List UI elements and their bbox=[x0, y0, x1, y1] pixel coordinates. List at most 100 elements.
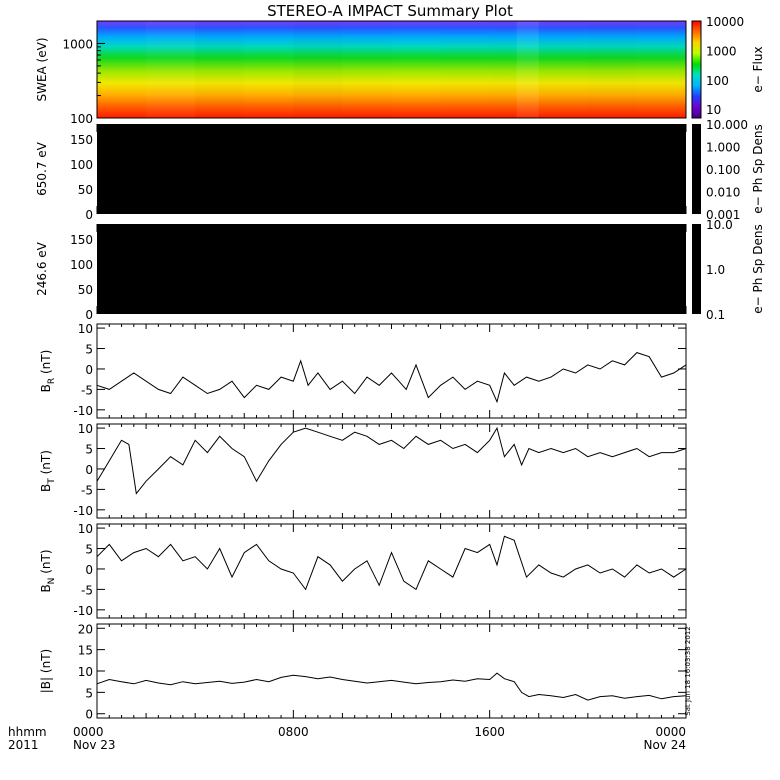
x-tick-label: 1600 bbox=[474, 725, 505, 739]
pad-ytick-label: 100 bbox=[70, 258, 93, 272]
pad-colorbar-tick: 0.1 bbox=[706, 308, 725, 322]
ylabel-sub: T bbox=[47, 478, 57, 485]
pad-colorbar-tick: 0.100 bbox=[706, 163, 740, 177]
plot-title: STEREO-A IMPACT Summary Plot bbox=[267, 2, 513, 20]
y-tick-label: -5 bbox=[81, 383, 93, 397]
y-tick-label: 10 bbox=[78, 522, 93, 536]
line-frame bbox=[96, 623, 687, 719]
line-frame bbox=[96, 323, 687, 419]
y-tick-label: 10 bbox=[78, 665, 93, 679]
y-tick-label: 0 bbox=[85, 463, 93, 477]
ylabel-main: |B| bbox=[39, 677, 53, 693]
pad-panel-1: 0 50 100 150 650.7 eV 0.001 0.010 0.100 1.000 10.… bbox=[35, 118, 765, 222]
x-tick-label: 0000 bbox=[73, 725, 104, 739]
y-tick-label: -10 bbox=[73, 604, 93, 618]
swea-column bbox=[539, 21, 588, 118]
y-tick-label: 5 bbox=[85, 443, 93, 457]
pad-colorbar-tick: 0.010 bbox=[706, 186, 740, 200]
series-line bbox=[96, 426, 687, 495]
pad-ylabel: 246.6 eV bbox=[35, 241, 49, 296]
y-tick-label: 10 bbox=[78, 322, 93, 336]
series-line bbox=[96, 535, 687, 591]
y-tick-label: 0 bbox=[85, 363, 93, 377]
swea-frame bbox=[96, 20, 687, 119]
x-date-label: Nov 23 bbox=[73, 738, 116, 752]
swea-column bbox=[490, 21, 517, 118]
pad-ytick-label: 50 bbox=[78, 283, 93, 297]
x-tick-label: 0000 bbox=[655, 725, 686, 739]
ylabel-main: B bbox=[39, 484, 53, 492]
swea-column bbox=[195, 21, 244, 118]
y-tick-label: 5 bbox=[85, 686, 93, 700]
ylabel-main: B bbox=[39, 384, 53, 392]
line-ylabel: BT (nT) bbox=[39, 450, 57, 492]
x-axis-row-label: hhmm bbox=[8, 725, 47, 739]
x-date-label: Nov 24 bbox=[643, 738, 686, 752]
flux-colorbar-label: e− Flux bbox=[751, 46, 765, 92]
swea-column bbox=[588, 21, 637, 118]
pad-ytick-label: 150 bbox=[70, 133, 93, 147]
y-tick-label: 0 bbox=[85, 708, 93, 722]
swea-column bbox=[293, 21, 342, 118]
pad-colorbar-tick: 1.0 bbox=[706, 263, 725, 277]
timestamp: Sat Jun 18 16:03:38 2012 bbox=[684, 626, 692, 715]
ylabel-unit: (nT) bbox=[39, 649, 53, 677]
ylabel-unit: (nT) bbox=[39, 450, 53, 478]
line-panel-4: -10 -5 0 5 10 BT (nT) bbox=[39, 422, 687, 519]
y-tick-label: 10 bbox=[78, 422, 93, 436]
y-tick-label: 15 bbox=[78, 644, 93, 658]
line-panel-3: -10 -5 0 5 10 BR (nT) bbox=[39, 322, 687, 419]
line-ylabel: BR (nT) bbox=[39, 350, 57, 393]
y-tick-label: -5 bbox=[81, 583, 93, 597]
swea-spectrogram bbox=[97, 21, 686, 118]
y-tick-label: 5 bbox=[85, 543, 93, 557]
pad-colorbar bbox=[692, 124, 701, 214]
y-tick-label: -10 bbox=[73, 504, 93, 518]
swea-column bbox=[441, 21, 490, 118]
ylabel-unit: (nT) bbox=[39, 350, 53, 378]
flux-colorbar-tick: 1000 bbox=[706, 44, 737, 58]
swea-panel: 100 1000 SWEA (eV) 10 100 1000 10000 e− Flux bbox=[35, 15, 765, 126]
series-line bbox=[96, 352, 687, 404]
pad-colorbar-tick: 10.000 bbox=[706, 118, 748, 132]
ylabel-main: B bbox=[39, 584, 53, 592]
line-ylabel: BN (nT) bbox=[39, 549, 57, 592]
line-panel-6: 0 5 10 15 20 |B| (nT) bbox=[39, 622, 687, 722]
pad-colorbar-tick: 10.0 bbox=[706, 218, 733, 232]
swea-column bbox=[146, 21, 195, 118]
pad-panel-2: 0 50 100 150 246.6 eV 0.1 1.0 10.0 e− Ph Sp Dens bbox=[35, 218, 765, 322]
series-line bbox=[96, 672, 687, 701]
pad-ylabel: 650.7 eV bbox=[35, 141, 49, 196]
y-tick-label: -10 bbox=[73, 404, 93, 418]
pad-spectrogram bbox=[97, 224, 686, 314]
y-tick-label: 5 bbox=[85, 343, 93, 357]
flux-colorbar bbox=[691, 20, 702, 119]
flux-colorbar-tick: 10000 bbox=[706, 15, 744, 29]
flux-colorbar-tick: 100 bbox=[706, 74, 729, 88]
flux-colorbar-tick: 10 bbox=[706, 103, 721, 117]
y-tick-label: 0 bbox=[85, 563, 93, 577]
swea-ylabel: SWEA (eV) bbox=[35, 37, 49, 101]
pad-colorbar-label: e− Ph Sp Dens bbox=[751, 124, 765, 213]
pad-spectrogram bbox=[97, 124, 686, 214]
pad-colorbar-tick: 1.000 bbox=[706, 141, 740, 155]
ylabel-sub: R bbox=[47, 378, 57, 384]
pad-ytick-label: 100 bbox=[70, 158, 93, 172]
line-ylabel: |B| (nT) bbox=[39, 649, 53, 693]
swea-column bbox=[637, 21, 686, 118]
swea-column bbox=[516, 21, 539, 118]
ylabel-unit: (nT) bbox=[39, 549, 53, 577]
y-tick-label: 20 bbox=[78, 622, 93, 636]
ylabel-sub: N bbox=[47, 578, 57, 585]
pad-colorbar bbox=[692, 224, 701, 314]
pad-ytick-label: 0 bbox=[85, 208, 93, 222]
x-tick-label: 0800 bbox=[278, 725, 309, 739]
x-axis-year-label: 2011 bbox=[8, 738, 39, 752]
line-panel-5: -10 -5 0 5 10 BN (nT) bbox=[39, 522, 687, 619]
pad-colorbar-label: e− Ph Sp Dens bbox=[751, 224, 765, 313]
y-tick-label: -5 bbox=[81, 483, 93, 497]
pad-ytick-label: 0 bbox=[85, 308, 93, 322]
swea-ytick-label: 1000 bbox=[62, 37, 93, 51]
pad-colorbar-tick: 0.001 bbox=[706, 208, 740, 222]
